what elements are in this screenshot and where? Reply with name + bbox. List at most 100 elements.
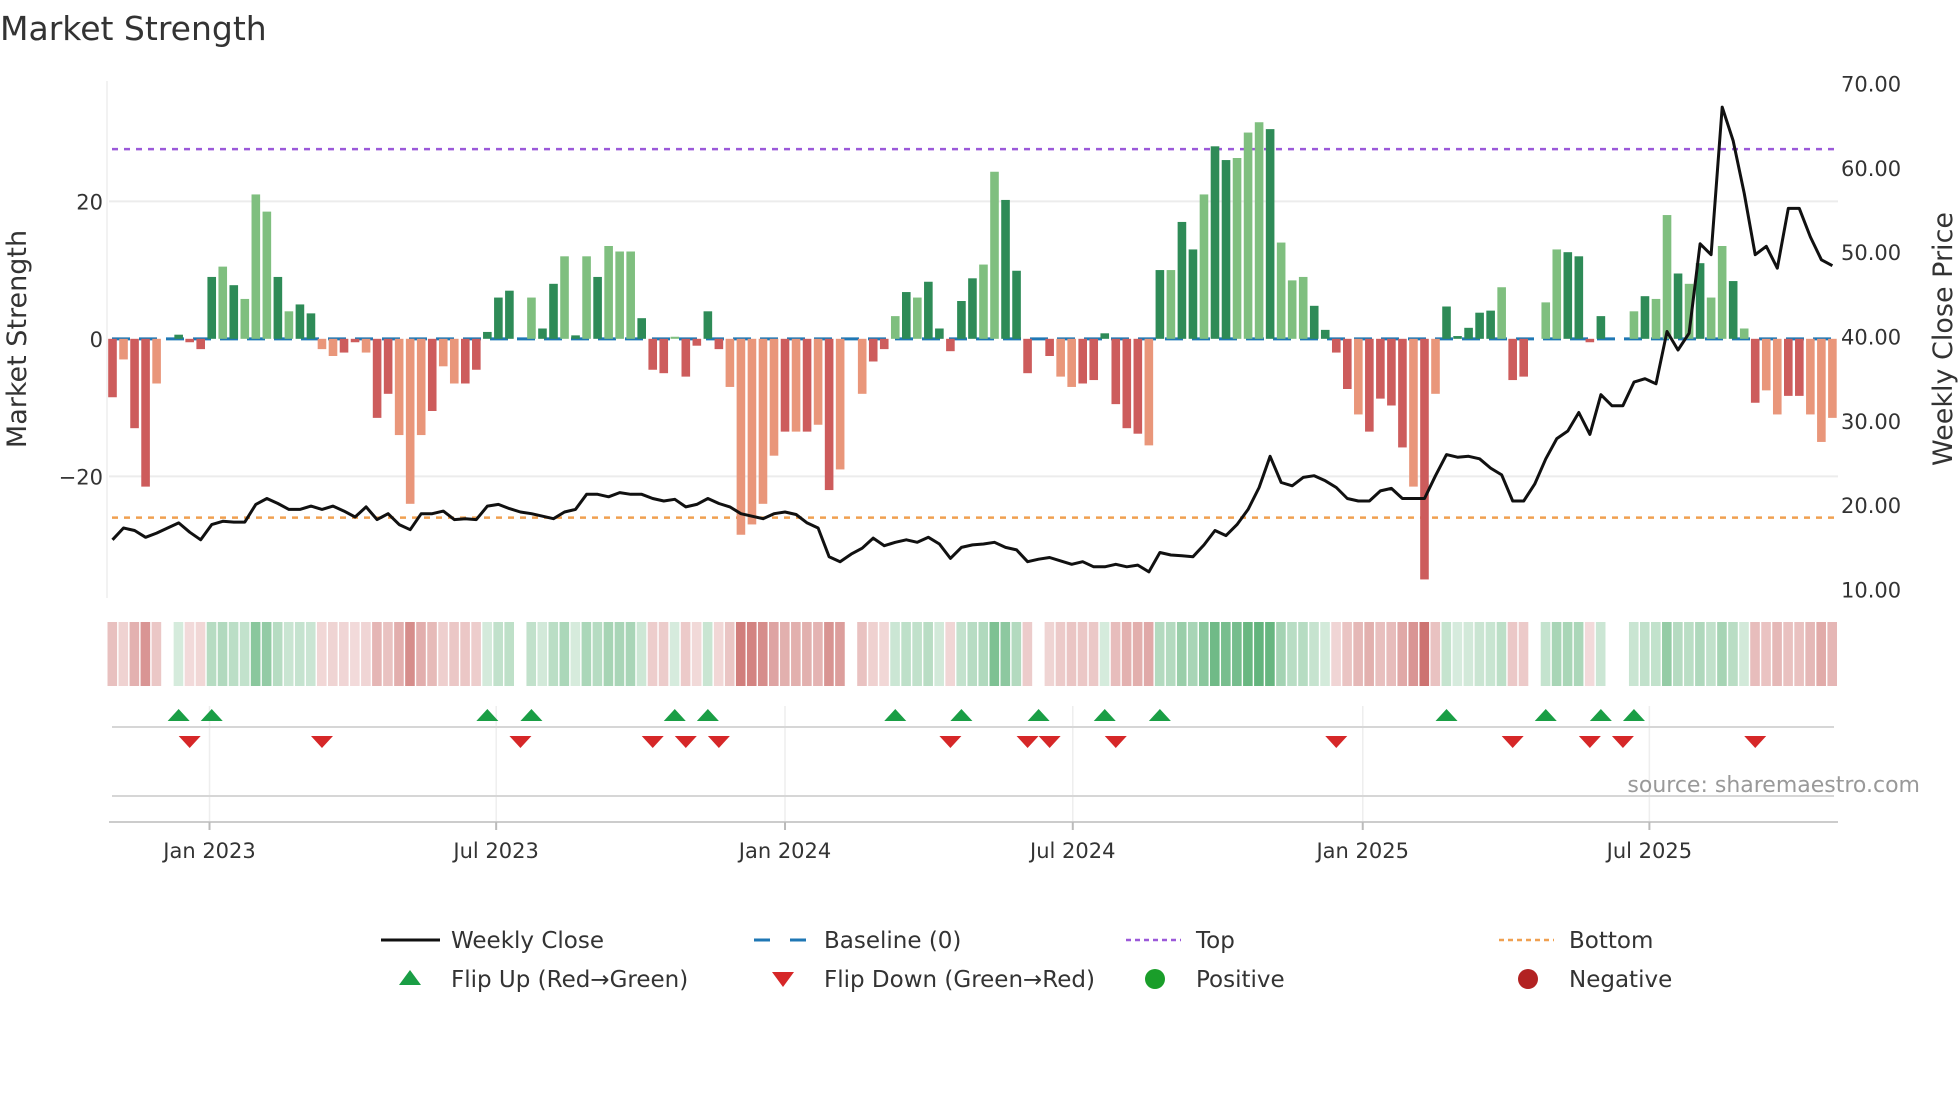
strip-cell (1198, 622, 1209, 686)
strip-cell (1651, 622, 1661, 686)
strength-bar (461, 338, 470, 384)
gridlines (106, 81, 1838, 598)
strip-cell (1386, 622, 1396, 686)
strip-cell (239, 622, 250, 686)
strength-bar (1750, 338, 1760, 403)
flip-up-marker (1435, 709, 1458, 721)
flip-down-marker (1501, 736, 1524, 748)
strip-cell (1496, 622, 1507, 686)
strength-bar (218, 266, 228, 339)
strip-cell (1761, 622, 1771, 686)
strip-cell (1617, 622, 1628, 686)
strip-cell (129, 622, 140, 686)
strength-bar (1343, 338, 1352, 389)
strip-cell (559, 622, 570, 686)
legend-item-flip_up: Flip Up (Red→Green) (399, 967, 688, 993)
strip-cell (548, 622, 559, 686)
strength-bar (670, 336, 680, 339)
flip-up-marker (476, 709, 499, 721)
strip-cell (691, 622, 702, 686)
strip-cell (1441, 622, 1452, 686)
strength-bar (802, 338, 812, 432)
strength-bar (1795, 338, 1804, 396)
strip-cell (1430, 622, 1441, 686)
strip-cell (1033, 622, 1044, 686)
strength-bar (284, 311, 294, 339)
strength-bar (1684, 283, 1694, 339)
strip-cell (1375, 622, 1385, 686)
strength-bar (571, 335, 580, 339)
strip-cell (515, 622, 526, 686)
strip-cell (746, 622, 757, 686)
strength-bar (1166, 270, 1176, 339)
circle-icon (1145, 969, 1165, 989)
strength-bar (108, 338, 117, 398)
strip-cell (658, 622, 669, 686)
strength-bar (505, 290, 514, 339)
strip-cell (184, 622, 195, 686)
strength-bar (990, 171, 999, 339)
strip-cell (680, 622, 691, 686)
strength-bar (1475, 312, 1484, 339)
legend-label: Negative (1569, 967, 1672, 993)
x-tick-label: Jul 2025 (1605, 839, 1692, 863)
y2-tick-label: 60.00 (1841, 157, 1901, 181)
strip-cell (846, 622, 856, 686)
strength-bar (185, 338, 194, 343)
strength-bar (1739, 328, 1749, 339)
strip-cell (1066, 622, 1077, 686)
strip-cell (1562, 622, 1573, 686)
strength-bar (1320, 329, 1330, 339)
strength-bar (1045, 338, 1054, 356)
strength-bar (1133, 338, 1143, 434)
strip-cell (471, 622, 481, 686)
strip-cell (1055, 622, 1066, 686)
strength-bar (1717, 246, 1727, 339)
strip-cell (1121, 622, 1132, 686)
strip-cell (1750, 622, 1760, 686)
strength-bar (1188, 249, 1198, 339)
flip-down-marker (1038, 736, 1061, 748)
strip-cell (1110, 622, 1121, 686)
strength-bar (1695, 263, 1705, 339)
strength-bar (736, 338, 746, 535)
strip-cell (526, 622, 537, 686)
strip-cell (1662, 622, 1672, 686)
strength-bar (560, 256, 569, 339)
strength-bar (207, 276, 217, 339)
strength-bar (1817, 338, 1826, 442)
flip-up-marker (1093, 709, 1116, 721)
legend-label: Top (1195, 928, 1235, 954)
strength-bar (1541, 302, 1551, 339)
y2-tick-label: 50.00 (1841, 241, 1901, 265)
strength-bar (1254, 122, 1264, 339)
strip-cell (1673, 622, 1683, 686)
strength-bar (1398, 338, 1407, 448)
strip-cell (1353, 622, 1363, 686)
flip-up-marker (663, 709, 686, 721)
strip-cell (945, 622, 955, 686)
flip-up-marker (950, 709, 973, 721)
strength-bar (1772, 338, 1782, 415)
strength-bar (416, 338, 426, 436)
strip-cell (1684, 622, 1694, 686)
strip-cell (1309, 622, 1319, 686)
strip-cell (1044, 622, 1055, 686)
y2-tick-label: 40.00 (1841, 326, 1901, 350)
legend-label: Flip Up (Red→Green) (451, 967, 688, 993)
strip-cell (702, 622, 713, 686)
strip-cell (1717, 622, 1727, 686)
strip-cell (537, 622, 548, 686)
weekly-close-line (111, 105, 1834, 574)
flip-down-marker (707, 736, 730, 748)
strip-cell (1639, 622, 1650, 686)
flip-down-marker (178, 736, 201, 748)
strength-bar (472, 338, 481, 370)
triangle-up-icon (399, 970, 421, 985)
strength-bar (1023, 338, 1032, 374)
strip-cell (581, 622, 592, 686)
strength-bar (1662, 215, 1672, 339)
strip-cell (1287, 622, 1297, 686)
strip-cell (1022, 622, 1033, 686)
strip-cell (1221, 622, 1231, 686)
